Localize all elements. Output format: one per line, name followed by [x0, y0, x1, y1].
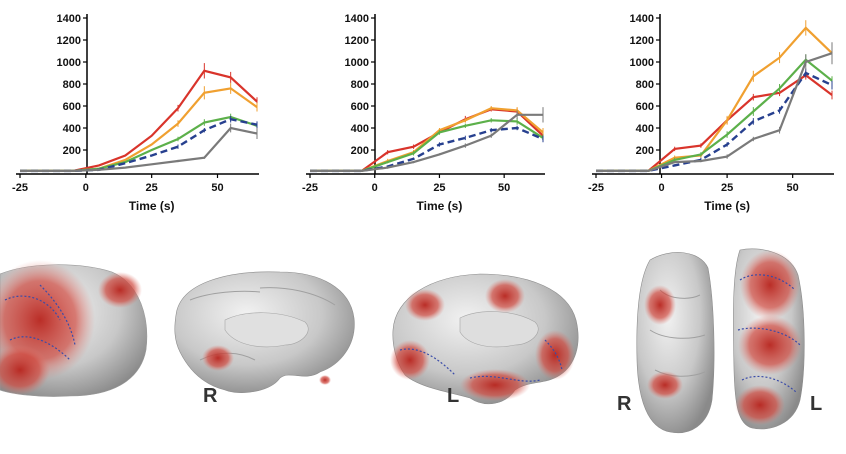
- brain-view-5: L: [733, 248, 822, 430]
- y-tick-label: 800: [636, 79, 654, 91]
- y-tick-label: 800: [63, 79, 81, 91]
- series-gray: [20, 123, 258, 172]
- y-tick-label: 1400: [630, 13, 654, 25]
- brain-label-l-1: L: [447, 385, 459, 407]
- series-line-navy: [310, 126, 544, 173]
- y-tick-label: 1200: [57, 35, 81, 47]
- series-line-green: [310, 119, 544, 172]
- series-line-gray: [20, 126, 258, 172]
- y-tick-label: 600: [636, 101, 654, 113]
- series-navy: [20, 115, 258, 173]
- y-tick-label: 800: [351, 79, 369, 91]
- series-green: [596, 54, 833, 172]
- brain-label-l-2: L: [810, 393, 822, 415]
- brain-label-r-1: R: [203, 385, 218, 407]
- x-tick-label: -25: [302, 182, 318, 194]
- x-tick-label: 0: [372, 182, 378, 194]
- x-tick-label: 50: [787, 182, 799, 194]
- y-tick-label: 1200: [630, 35, 654, 47]
- brain-view-3: L: [390, 273, 579, 407]
- series-line-orange: [20, 87, 258, 172]
- chart-2: 200 400 600 800 1000 1200 1400 -25 0 25 50 Time (s): [302, 13, 545, 213]
- chart-1: 200 400 600 800 1000 1200 1400 -25 0 25 50 Time (s): [12, 13, 259, 213]
- series-gray: [596, 42, 833, 172]
- x-axis-title: Time (s): [417, 199, 463, 213]
- y-tick-label: 1000: [57, 57, 81, 69]
- x-tick-label: -25: [588, 182, 604, 194]
- y-tick-label: 200: [636, 145, 654, 157]
- y-tick-label: 600: [351, 101, 369, 113]
- y-tick-label: 600: [63, 101, 81, 113]
- series-line-gray: [310, 113, 543, 172]
- brain-view-4: R: [617, 252, 715, 434]
- series-navy: [310, 125, 544, 173]
- series-red: [20, 63, 258, 172]
- y-tick-label: 400: [351, 123, 369, 135]
- y-tick-label: 1400: [345, 13, 369, 25]
- x-tick-label: 25: [721, 182, 733, 194]
- brain-label-r-2: R: [617, 393, 632, 415]
- y-tick-label: 1000: [345, 57, 369, 69]
- x-tick-label: 0: [658, 182, 664, 194]
- series-line-red: [596, 73, 833, 172]
- chart-3: 200 400 600 800 1000 1200 1400 -25 0 25 50 Time (s): [588, 13, 834, 213]
- x-axis-title: Time (s): [129, 199, 175, 213]
- series-line-green: [596, 58, 833, 172]
- series-line-gray: [596, 52, 833, 172]
- time-course-charts: 200 400 600 800 1000 1200 1400 -25 0 25 50 Time (s)…: [12, 13, 834, 213]
- x-tick-label: 50: [211, 182, 223, 194]
- y-tick-label: 400: [63, 123, 81, 135]
- y-tick-label: 1000: [630, 57, 654, 69]
- x-tick-label: 0: [83, 182, 89, 194]
- brain-renderings: R L R L: [0, 248, 822, 434]
- x-tick-label: 50: [498, 182, 510, 194]
- y-tick-label: 1200: [345, 35, 369, 47]
- series-gray: [310, 107, 544, 172]
- y-tick-label: 200: [63, 145, 81, 157]
- series-green: [310, 118, 544, 172]
- x-tick-label: -25: [12, 182, 28, 194]
- y-tick-label: 400: [636, 123, 654, 135]
- series-red: [310, 107, 544, 172]
- x-tick-label: 25: [146, 182, 158, 194]
- x-tick-label: 25: [433, 182, 445, 194]
- series-line-orange: [596, 26, 833, 172]
- brain-view-2: R: [174, 271, 355, 407]
- y-tick-label: 200: [351, 145, 369, 157]
- x-axis-title: Time (s): [704, 199, 750, 213]
- y-tick-label: 1400: [57, 13, 81, 25]
- brain-view-1: [0, 260, 148, 397]
- series-line-green: [20, 115, 258, 172]
- series-orange: [20, 82, 258, 172]
